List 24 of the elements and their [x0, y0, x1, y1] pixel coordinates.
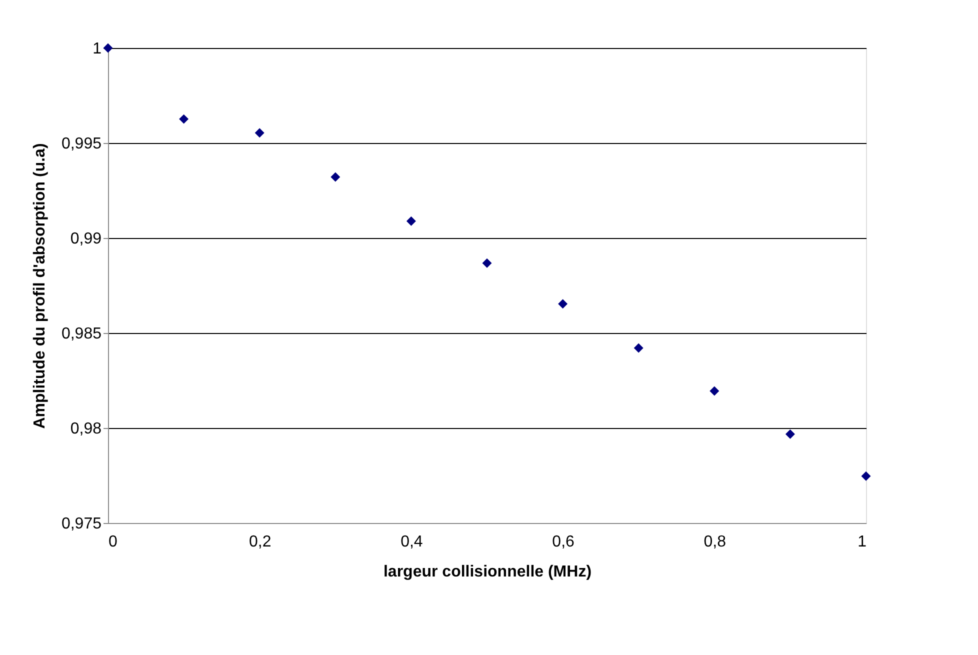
point [254, 128, 264, 138]
x-axis-title: largeur collisionnelle (MHz) [383, 564, 592, 580]
point [179, 114, 189, 124]
point [634, 343, 644, 353]
x-tick-label: 0 [108, 534, 118, 550]
point [482, 258, 492, 268]
point [710, 386, 720, 396]
x-tick-label: 1 [858, 534, 867, 550]
x-tick-label: 0,6 [552, 534, 575, 550]
x-tick-label: 0,2 [248, 534, 272, 550]
y-tick-label: 0,995 [61, 136, 102, 152]
y-tick-label: 0,975 [61, 516, 102, 532]
x-tick-label: 0,8 [704, 534, 726, 550]
point [861, 471, 871, 481]
y-tick-label: 1 [92, 40, 102, 58]
point [406, 216, 416, 226]
y-tick-label: 0,985 [61, 326, 102, 342]
x-tick-label: 0,4 [400, 534, 423, 550]
y-tick-label: 0,99 [70, 230, 102, 248]
point [785, 429, 795, 439]
y-tick-label: 0,98 [70, 420, 102, 438]
point [558, 299, 568, 309]
point [330, 172, 340, 182]
y-axis-title: Amplitude du profil d'absorption (u.a) [31, 143, 48, 429]
